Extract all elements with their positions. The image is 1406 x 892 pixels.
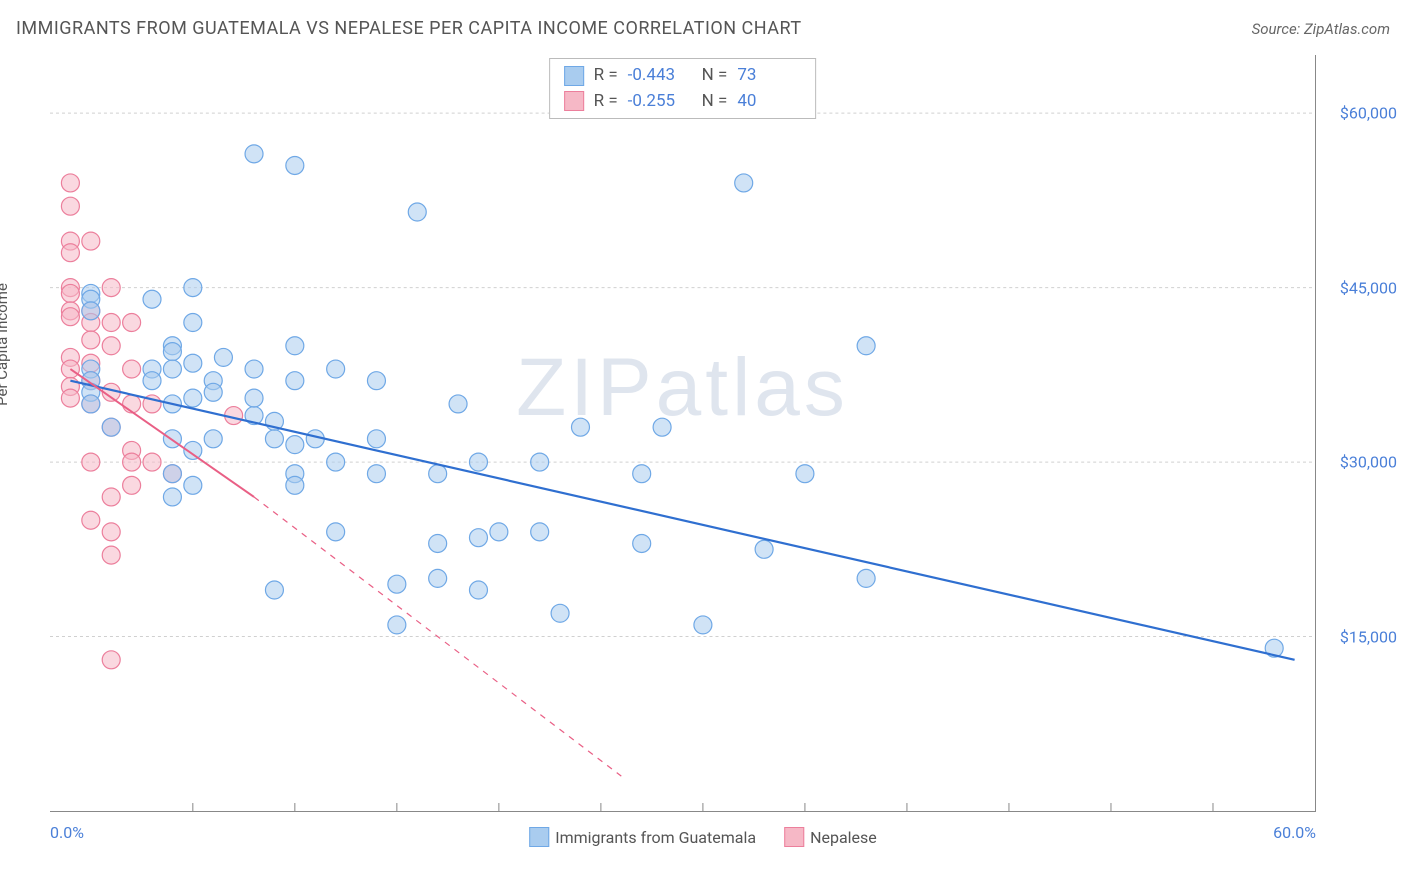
plot-area: R = -0.443 N = 73 R = -0.255 N = 40 ZIPa… [50,55,1316,812]
stat-N-nepalese: 40 [737,89,801,115]
legend-swatch-guatemala-icon [529,827,549,847]
legend-item-guatemala: Immigrants from Guatemala [529,827,756,847]
legend-item-nepalese: Nepalese [784,827,877,847]
legend-label-guatemala: Immigrants from Guatemala [555,828,756,847]
y-tick-15000: $15,000 [1340,627,1397,646]
stat-R-label-2: R = [594,89,618,115]
stat-R-label: R = [594,63,618,89]
y-axis-label: Per Capita Income [0,283,11,406]
x-tick-max: 60.0% [1273,823,1316,842]
stats-row-nepalese: R = -0.255 N = 40 [564,89,802,115]
y-tick-30000: $30,000 [1340,453,1397,472]
stat-N-label: N = [702,63,728,89]
stat-N-guatemala: 73 [737,63,801,89]
y-tick-60000: $60,000 [1340,104,1397,123]
swatch-nepalese-icon [564,91,584,111]
stat-N-label-2: N = [702,89,728,115]
stat-R-nepalese: -0.255 [628,89,692,115]
bottom-legend: Immigrants from Guatemala Nepalese [529,827,877,847]
source-attribution: Source: ZipAtlas.com [1252,20,1390,38]
stats-row-guatemala: R = -0.443 N = 73 [564,63,802,89]
chart-title: IMMIGRANTS FROM GUATEMALA VS NEPALESE PE… [16,18,802,39]
y-tick-45000: $45,000 [1340,278,1397,297]
chart-header: IMMIGRANTS FROM GUATEMALA VS NEPALESE PE… [16,18,1390,39]
legend-label-nepalese: Nepalese [810,828,877,847]
stat-R-guatemala: -0.443 [628,63,692,89]
swatch-guatemala-icon [564,66,584,86]
correlation-stats-box: R = -0.443 N = 73 R = -0.255 N = 40 [549,58,817,119]
x-tick-min: 0.0% [50,823,84,842]
legend-swatch-nepalese-icon [784,827,804,847]
scatter-plot-svg [50,55,1315,811]
